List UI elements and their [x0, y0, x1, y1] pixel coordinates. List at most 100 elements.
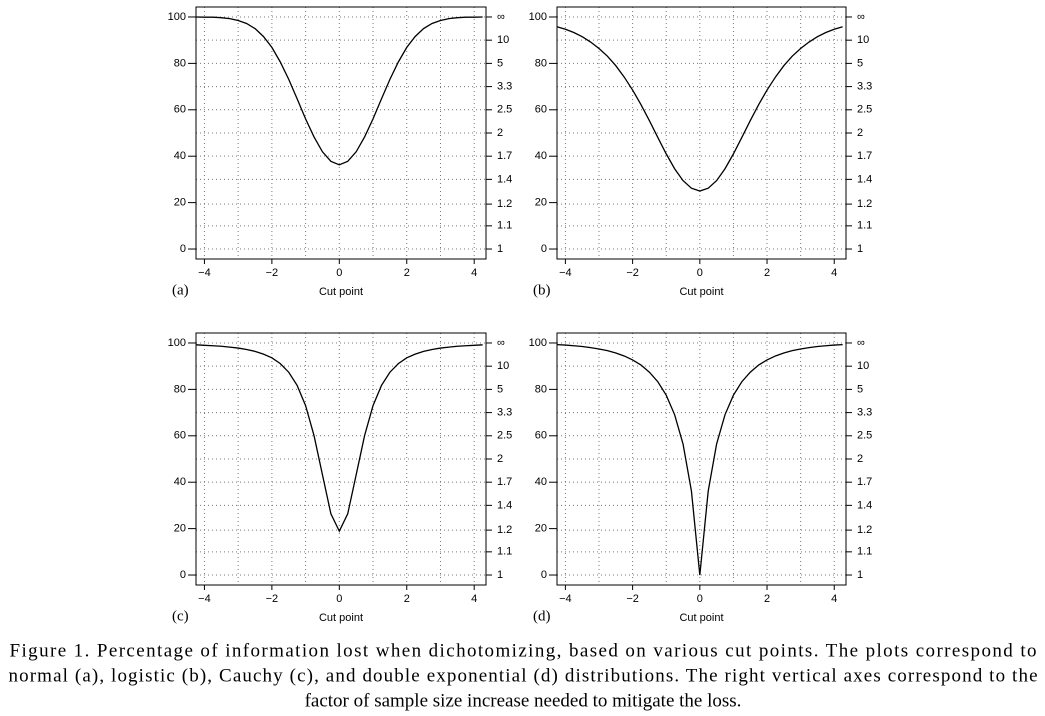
curve: [556, 26, 843, 192]
y-tick-label: 80: [174, 57, 186, 69]
x-tick-label: 4: [471, 593, 477, 605]
x-axis-label: Cut point: [679, 612, 723, 624]
y2-tick-label: 5: [497, 383, 503, 395]
y2-tick-label: 1.4: [497, 499, 512, 511]
x-tick-label: −4: [198, 593, 211, 605]
y-tick-label: 40: [535, 150, 547, 162]
caption-line: Figure 1. Percentage of information lost…: [10, 640, 1037, 661]
y-tick-label: 0: [541, 243, 547, 255]
x-tick-label: −2: [626, 593, 639, 605]
y2-tick-label: 10: [857, 360, 869, 372]
y-tick-label: 80: [535, 57, 547, 69]
caption-line: normal (a), logistic (b), Cauchy (c), an…: [8, 665, 1037, 686]
plot-frame: [195, 6, 487, 260]
y-tick-label: 40: [174, 476, 186, 488]
x-tick-label: 2: [404, 593, 410, 605]
x-tick-label: −2: [266, 267, 279, 279]
y-tick-label: 0: [541, 569, 547, 581]
y2-tick-label: ∞: [497, 337, 505, 349]
y-tick-label: 0: [180, 243, 186, 255]
y2-tick-label: ∞: [857, 11, 865, 23]
x-axis-label: Cut point: [319, 286, 363, 298]
panel-label: (c): [172, 608, 189, 624]
x-tick-label: 0: [336, 593, 342, 605]
y2-tick-label: ∞: [497, 11, 505, 23]
y2-tick-label: 1.4: [857, 499, 872, 511]
y-tick-label: 100: [168, 337, 186, 349]
y-tick-label: 0: [180, 569, 186, 581]
y2-tick-label: 3.3: [497, 81, 512, 93]
y2-tick-label: 10: [857, 34, 869, 46]
y-tick-label: 20: [174, 523, 186, 535]
y2-tick-label: 1.7: [497, 150, 512, 162]
y2-tick-label: 5: [857, 383, 863, 395]
x-tick-label: 2: [764, 267, 770, 279]
x-tick-label: −4: [198, 267, 211, 279]
y2-tick-label: 1.2: [497, 198, 512, 210]
y-tick-label: 20: [174, 197, 186, 209]
y-tick-label: 60: [535, 104, 547, 116]
plot-frame: [195, 332, 487, 586]
y2-tick-label: 1.2: [857, 524, 872, 536]
y2-tick-label: 1.2: [497, 524, 512, 536]
y2-tick-label: 1.7: [497, 476, 512, 488]
y-tick-label: 20: [535, 197, 547, 209]
curve: [195, 344, 483, 533]
y2-tick-label: 1: [497, 243, 503, 255]
y2-tick-label: 10: [497, 34, 509, 46]
x-axis-label: Cut point: [679, 286, 723, 298]
y2-tick-label: 1: [857, 569, 863, 581]
y2-tick-label: 2: [497, 453, 503, 465]
x-tick-label: 2: [404, 267, 410, 279]
y-tick-label: 80: [174, 383, 186, 395]
x-tick-label: 0: [336, 267, 342, 279]
x-tick-label: 4: [471, 267, 477, 279]
y2-tick-label: 3.3: [497, 407, 512, 419]
y-tick-label: 60: [174, 104, 186, 116]
y2-tick-label: 2.5: [857, 104, 872, 116]
y-tick-label: 40: [535, 476, 547, 488]
panel-label: (d): [533, 608, 551, 624]
plot-frame: [556, 332, 847, 586]
y2-tick-label: 2: [497, 127, 503, 139]
curve: [195, 16, 483, 166]
y-tick-label: 100: [529, 337, 547, 349]
panel-label: (a): [172, 282, 189, 298]
y2-tick-label: 1.1: [857, 546, 872, 558]
plot-frame: [556, 6, 847, 260]
y2-tick-label: 1: [497, 569, 503, 581]
x-tick-label: 0: [697, 593, 703, 605]
x-tick-label: −2: [626, 267, 639, 279]
y2-tick-label: 3.3: [857, 81, 872, 93]
y-tick-label: 40: [174, 150, 186, 162]
caption-line: factor of sample size increase needed to…: [305, 690, 742, 711]
x-tick-label: 2: [764, 593, 770, 605]
y2-tick-label: 5: [497, 57, 503, 69]
y2-tick-label: 1.4: [497, 173, 512, 185]
y-tick-label: 100: [168, 11, 186, 23]
y2-tick-label: 1.1: [497, 220, 512, 232]
y2-tick-label: 5: [857, 57, 863, 69]
y2-tick-label: 1.7: [857, 150, 872, 162]
x-tick-label: 4: [831, 267, 837, 279]
y-tick-label: 60: [174, 430, 186, 442]
y2-tick-label: 2.5: [497, 430, 512, 442]
y2-tick-label: 2.5: [497, 104, 512, 116]
x-tick-label: 0: [697, 267, 703, 279]
x-tick-label: −2: [266, 593, 279, 605]
curve: [556, 343, 843, 576]
y2-tick-label: 1.2: [857, 198, 872, 210]
panel-label: (b): [533, 282, 551, 298]
x-tick-label: −4: [559, 267, 572, 279]
y-tick-label: 100: [529, 11, 547, 23]
y2-tick-label: ∞: [857, 337, 865, 349]
y2-tick-label: 1.7: [857, 476, 872, 488]
y2-tick-label: 1.4: [857, 173, 872, 185]
y2-tick-label: 3.3: [857, 407, 872, 419]
y2-tick-label: 1.1: [857, 220, 872, 232]
x-tick-label: −4: [559, 593, 572, 605]
y2-tick-label: 2: [857, 127, 863, 139]
y2-tick-label: 1.1: [497, 546, 512, 558]
y2-tick-label: 2.5: [857, 430, 872, 442]
